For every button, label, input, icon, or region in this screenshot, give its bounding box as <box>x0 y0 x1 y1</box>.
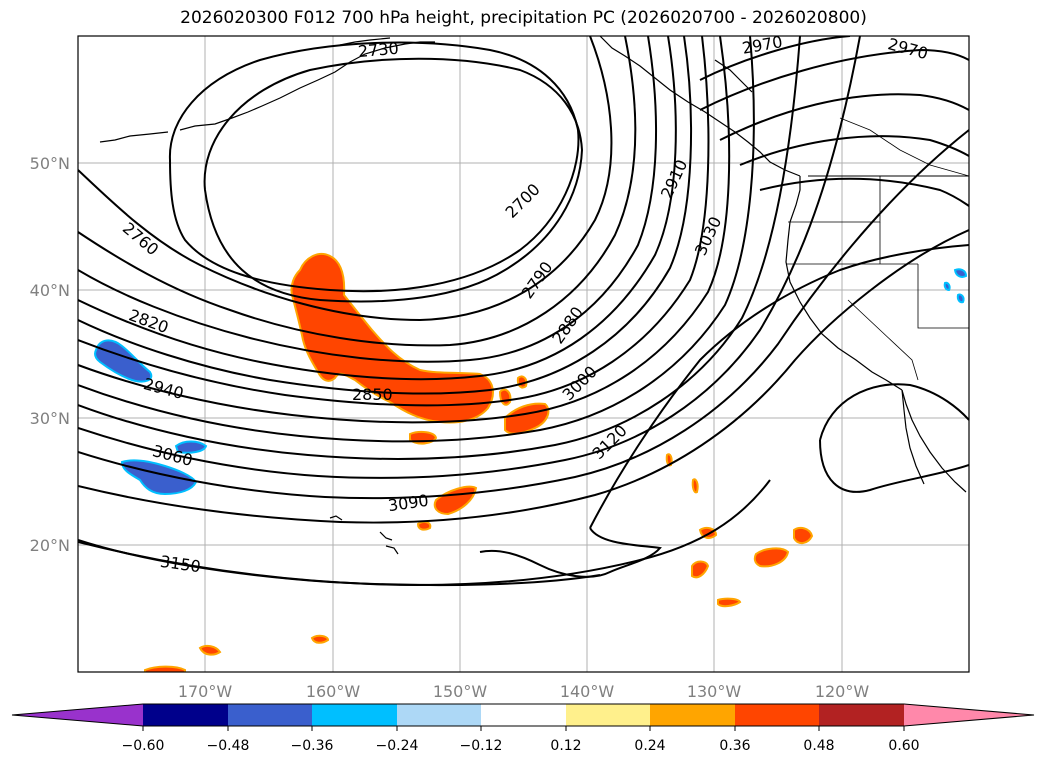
precip-negative-patch <box>943 281 951 292</box>
contour-label: 2790 <box>518 258 557 302</box>
precip-positive-patch <box>433 485 478 516</box>
contour-line <box>78 36 613 322</box>
contour-line <box>78 36 710 407</box>
precip-negative-patch <box>956 293 965 304</box>
colorbar-segment <box>397 704 481 726</box>
colorbar-tick-label: −0.12 <box>460 738 503 754</box>
contour-line <box>78 36 755 443</box>
precip-positive-patch <box>198 644 222 656</box>
lon-label: 170°W <box>178 682 233 701</box>
contour-label: 2880 <box>548 303 587 347</box>
lon-label: 130°W <box>687 682 742 701</box>
latitude-labels: 50°N 40°N 30°N 20°N <box>30 154 70 555</box>
contour-label: 2700 <box>502 180 544 222</box>
colorbar-tick-label: −0.24 <box>376 738 419 754</box>
contour-line <box>589 244 969 529</box>
lon-label: 140°W <box>560 682 615 701</box>
lon-label: 160°W <box>306 682 361 701</box>
colorbar-segment <box>481 704 566 726</box>
contour-line <box>78 36 692 395</box>
contour-line <box>78 36 637 347</box>
contour-line <box>719 93 969 141</box>
precip-positive-patch <box>310 634 330 644</box>
precip-negative-patch <box>174 440 208 454</box>
contour-line <box>78 229 969 524</box>
contour-line <box>78 36 657 363</box>
precip-positive-patch <box>144 665 186 672</box>
precip-positive-patch <box>691 478 699 494</box>
contour-line <box>168 41 580 293</box>
contour-line <box>819 383 969 493</box>
longitude-labels: 170°W 160°W 150°W 140°W 130°W 120°W <box>178 682 870 701</box>
contour-line <box>78 539 601 587</box>
contour-line <box>78 36 677 381</box>
precip-positive-patch <box>416 520 432 531</box>
colorbar-segment <box>143 704 228 726</box>
contour-label: 2970 <box>741 32 784 58</box>
colorbar-tick-label: 0.36 <box>719 738 750 754</box>
contour-line <box>78 36 731 424</box>
lat-label: 30°N <box>30 409 70 428</box>
colorbar-tick-label: −0.60 <box>122 738 165 754</box>
lat-label: 40°N <box>30 281 70 300</box>
contour-label: 2970 <box>886 34 930 63</box>
height-contours <box>78 36 969 587</box>
contour-label: 3090 <box>387 491 430 515</box>
colorbar-tick-label: −0.48 <box>207 738 250 754</box>
lon-label: 150°W <box>433 682 488 701</box>
precip-positive-areas <box>144 252 814 672</box>
contour-label: 3150 <box>159 552 202 576</box>
contour-line <box>479 527 662 578</box>
contour-labels: 2730 2970 2970 2700 2910 3030 2760 2790 … <box>119 32 930 576</box>
colorbar-tick-label: 0.24 <box>634 738 665 754</box>
graticule <box>78 36 969 672</box>
map-frame <box>77 35 970 673</box>
colorbar-segment <box>312 704 397 726</box>
colorbar-segment <box>650 704 735 726</box>
colorbar-segment <box>566 704 651 726</box>
colorbar-tick-label: 0.48 <box>803 738 834 754</box>
contour-line <box>78 36 861 479</box>
lat-label: 50°N <box>30 154 70 173</box>
precip-positive-patch <box>665 453 673 467</box>
colorbar-extend-max <box>904 704 1034 726</box>
precip-positive-patch <box>753 547 790 568</box>
contour-label: 2730 <box>357 39 399 61</box>
map-title: 2026020300 F012 700 hPa height, precipit… <box>180 8 867 28</box>
precip-positive-patch <box>498 388 512 406</box>
contour-label: 2850 <box>352 385 393 404</box>
colorbar-segment <box>228 704 313 726</box>
contour-line <box>759 177 969 207</box>
colorbar-segment <box>735 704 819 726</box>
colorbar-segment <box>819 704 904 726</box>
colorbar-tick-label: −0.36 <box>291 738 334 754</box>
contour-line <box>699 36 851 81</box>
contour-line <box>699 48 969 111</box>
contour-label: 2760 <box>119 218 162 259</box>
colorbar: −0.60 −0.48 −0.36 −0.24 −0.12 0.12 0.24 … <box>11 703 1035 754</box>
contour-line <box>203 57 584 303</box>
precip-negative-patch <box>953 268 968 278</box>
precip-positive-patch <box>691 560 710 579</box>
precip-positive-patch <box>793 527 814 544</box>
lon-label: 120°W <box>815 682 870 701</box>
colorbar-tick-label: 0.12 <box>550 738 581 754</box>
colorbar-extend-min <box>12 704 143 726</box>
contour-line <box>739 135 969 166</box>
lat-label: 20°N <box>30 536 70 555</box>
contour-line <box>78 36 801 460</box>
precip-positive-patch <box>717 597 742 608</box>
contour-label: 2940 <box>141 374 185 403</box>
colorbar-tick-label: 0.60 <box>888 738 919 754</box>
